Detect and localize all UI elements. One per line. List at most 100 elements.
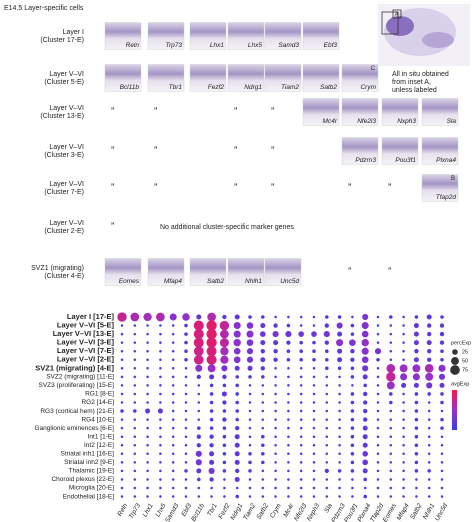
dot <box>261 418 265 421</box>
dot <box>207 312 216 322</box>
dot <box>312 443 316 447</box>
dot <box>338 418 341 421</box>
dot <box>338 384 341 387</box>
dot <box>197 426 201 430</box>
dot <box>287 486 290 490</box>
dot <box>287 426 290 430</box>
dot <box>376 409 380 413</box>
dot <box>171 495 175 498</box>
dot <box>146 392 149 396</box>
x-tick-label: Trp73 <box>128 502 143 520</box>
dot <box>414 417 419 422</box>
dot <box>133 341 137 344</box>
y-tick-label: Thalamic [19-E] <box>68 468 114 475</box>
dot <box>209 374 215 380</box>
dot <box>402 426 405 430</box>
in-situ-image <box>189 22 227 50</box>
gene-label: Satb2 <box>320 84 337 91</box>
dot <box>299 443 303 447</box>
dot <box>261 434 265 439</box>
row-label: (Cluster 13-E) <box>40 113 84 120</box>
dot <box>130 312 140 322</box>
dot <box>338 392 341 396</box>
dot <box>376 452 380 456</box>
dot <box>324 340 329 345</box>
dot <box>401 382 407 388</box>
dot <box>274 461 277 464</box>
dot <box>299 324 303 327</box>
dot <box>133 469 137 473</box>
dot <box>221 391 227 397</box>
x-tick-label: Bcl11b <box>190 502 206 522</box>
dot <box>325 478 329 481</box>
in-situ-image <box>147 22 185 50</box>
dot <box>414 469 419 473</box>
gene-label: Bcl11b <box>120 84 140 91</box>
dot <box>427 486 431 490</box>
dot <box>414 392 419 396</box>
legend-title: percExp <box>451 340 471 346</box>
dot <box>233 338 241 347</box>
dot <box>159 341 162 344</box>
dot <box>299 315 303 319</box>
dot <box>206 320 217 331</box>
dot <box>312 357 316 362</box>
dot <box>120 324 124 327</box>
dot <box>171 341 175 344</box>
dot <box>274 367 277 370</box>
dot <box>146 486 149 490</box>
dot <box>440 417 444 422</box>
dot <box>350 323 355 328</box>
dot <box>120 426 124 430</box>
dot <box>171 349 175 353</box>
dot <box>337 469 342 473</box>
dot <box>120 341 124 344</box>
dot <box>299 478 303 481</box>
dot <box>312 486 316 490</box>
dot <box>440 486 444 490</box>
dot <box>133 435 137 438</box>
in-situ-image <box>381 98 419 126</box>
dot <box>120 478 124 481</box>
dot <box>325 486 329 490</box>
dot <box>120 358 124 362</box>
dot <box>287 495 290 498</box>
dot <box>361 330 369 338</box>
dot <box>325 375 329 379</box>
dot <box>260 357 266 363</box>
dot <box>402 495 405 498</box>
dot <box>312 324 316 327</box>
dot <box>235 392 239 396</box>
dot <box>350 460 355 465</box>
dot <box>402 409 405 413</box>
dot <box>196 374 201 380</box>
dot <box>146 461 149 464</box>
dot <box>120 384 124 387</box>
gene-label: Nfe2l3 <box>357 118 376 125</box>
dot <box>273 357 278 362</box>
dot <box>171 486 175 490</box>
dot <box>274 495 277 498</box>
dot <box>171 461 175 464</box>
dot <box>184 340 188 345</box>
dot <box>171 375 175 379</box>
dot <box>312 478 316 481</box>
dot <box>274 401 277 404</box>
dot <box>350 332 355 336</box>
dot <box>159 426 162 430</box>
x-tick-label: Satb2 <box>255 502 270 521</box>
dot <box>286 323 291 328</box>
dot <box>196 443 201 448</box>
dot <box>324 323 329 328</box>
dot <box>146 443 149 447</box>
dot <box>235 417 239 422</box>
dot <box>362 365 369 372</box>
dot <box>171 426 175 430</box>
x-tick-label: Lhx1 <box>142 502 155 518</box>
dot <box>299 349 303 353</box>
dot <box>351 478 354 481</box>
y-tick-label: SVZ2 (migrating) [11-E] <box>46 374 114 381</box>
dot <box>299 401 303 404</box>
dot <box>120 375 124 379</box>
dot <box>338 495 341 498</box>
